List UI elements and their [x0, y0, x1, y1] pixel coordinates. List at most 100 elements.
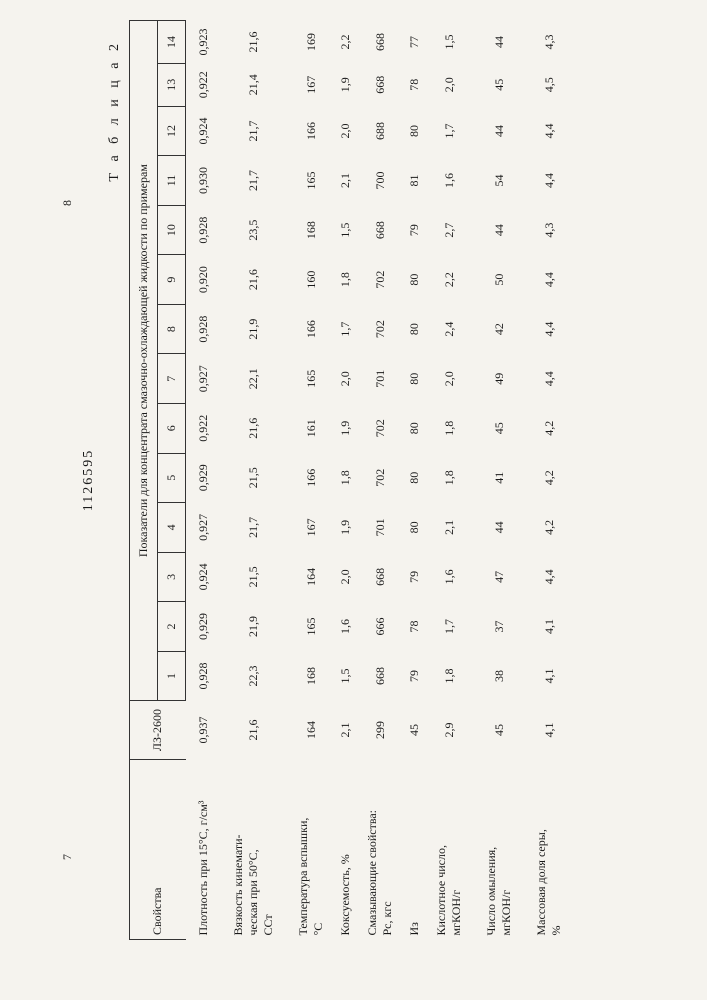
cell-value: 2,0 [336, 354, 355, 404]
cell-value: 80 [405, 106, 424, 156]
cell-lz: 0,937 [186, 701, 222, 760]
cell-value: 2,2 [336, 21, 355, 64]
cell-value: 4,2 [524, 503, 574, 553]
cell-value: 4,4 [524, 255, 574, 305]
cell-value: 77 [405, 21, 424, 64]
cell-value: 45 [474, 63, 524, 106]
col-header-example-3: 3 [158, 552, 186, 602]
cell-value: 47 [474, 552, 524, 602]
cell-value: 81 [405, 156, 424, 206]
cell-value: 165 [286, 354, 336, 404]
col-header-example-5: 5 [158, 453, 186, 503]
property-label: Кислотное число,мгКОН/г [424, 759, 474, 939]
property-label: Температура вспышки,°С [286, 759, 336, 939]
cell-value: 165 [286, 602, 336, 652]
cell-value: 1,5 [336, 651, 355, 701]
cell-value: 80 [405, 304, 424, 354]
cell-value: 21,9 [221, 602, 286, 652]
cell-lz: 164 [286, 701, 336, 760]
cell-value: 44 [474, 21, 524, 64]
cell-lz: 4,1 [524, 701, 574, 760]
cell-value: 80 [405, 354, 424, 404]
property-label: Смазывающие свойства:Pc, кгс [355, 759, 405, 939]
cell-lz: 299 [355, 701, 405, 760]
cell-value: 0,924 [186, 552, 222, 602]
cell-value: 21,5 [221, 552, 286, 602]
cell-value: 668 [355, 552, 405, 602]
cell-value: 160 [286, 255, 336, 305]
col-header-example-4: 4 [158, 503, 186, 553]
col-header-example-8: 8 [158, 304, 186, 354]
cell-value: 1,8 [424, 453, 474, 503]
property-label: Вязкость кинемати-ческая при 50°С,ССт [221, 759, 286, 939]
cell-value: 45 [474, 403, 524, 453]
cell-value: 166 [286, 106, 336, 156]
cell-value: 22,1 [221, 354, 286, 404]
col-header-property: Свойства [130, 759, 186, 939]
cell-value: 0,928 [186, 651, 222, 701]
cell-value: 165 [286, 156, 336, 206]
property-label: Плотность при 15°С, г/см³ [186, 759, 222, 939]
property-label: Число омыления,мгКОН/г [474, 759, 524, 939]
col-header-examples: Показатели для концентрата смазочно-охла… [130, 21, 158, 701]
cell-value: 4,4 [524, 106, 574, 156]
cell-value: 1,8 [336, 453, 355, 503]
cell-value: 161 [286, 403, 336, 453]
cell-value: 1,9 [336, 63, 355, 106]
cell-value: 0,929 [186, 602, 222, 652]
cell-value: 42 [474, 304, 524, 354]
cell-value: 79 [405, 205, 424, 255]
property-label: Массовая доля серы,% [524, 759, 574, 939]
cell-value: 1,8 [336, 255, 355, 305]
cell-value: 21,7 [221, 503, 286, 553]
cell-value: 4,1 [524, 651, 574, 701]
col-header-example-6: 6 [158, 403, 186, 453]
cell-value: 668 [355, 21, 405, 64]
cell-value: 78 [405, 602, 424, 652]
cell-value: 0,928 [186, 205, 222, 255]
cell-value: 702 [355, 255, 405, 305]
page-number-right: 8 [60, 200, 75, 206]
properties-table: СвойстваЛЗ-2600Показатели для концентрат… [129, 20, 574, 940]
document-number: 1126595 [81, 20, 97, 940]
cell-value: 1,9 [336, 403, 355, 453]
cell-value: 41 [474, 453, 524, 503]
col-header-example-14: 14 [158, 21, 186, 64]
cell-value: 1,6 [424, 156, 474, 206]
cell-value: 2,0 [424, 63, 474, 106]
page-numbers: 7 8 [60, 20, 75, 940]
cell-value: 21,6 [221, 21, 286, 64]
col-header-example-11: 11 [158, 156, 186, 206]
cell-value: 1,9 [336, 503, 355, 553]
cell-value: 2,7 [424, 205, 474, 255]
cell-value: 4,3 [524, 21, 574, 64]
cell-value: 167 [286, 503, 336, 553]
cell-lz: 45 [405, 701, 424, 760]
cell-lz: 21,6 [221, 701, 286, 760]
cell-value: 78 [405, 63, 424, 106]
cell-value: 0,924 [186, 106, 222, 156]
cell-value: 80 [405, 453, 424, 503]
cell-value: 668 [355, 63, 405, 106]
cell-value: 79 [405, 552, 424, 602]
cell-value: 49 [474, 354, 524, 404]
cell-value: 21,5 [221, 453, 286, 503]
cell-value: 702 [355, 403, 405, 453]
cell-value: 668 [355, 205, 405, 255]
cell-value: 166 [286, 304, 336, 354]
cell-value: 168 [286, 651, 336, 701]
property-label: Коксуемость, % [336, 759, 355, 939]
cell-value: 668 [355, 651, 405, 701]
cell-value: 2,0 [336, 552, 355, 602]
cell-value: 702 [355, 304, 405, 354]
cell-value: 44 [474, 106, 524, 156]
cell-value: 1,5 [336, 205, 355, 255]
cell-value: 0,923 [186, 21, 222, 64]
cell-value: 666 [355, 602, 405, 652]
cell-value: 21,7 [221, 156, 286, 206]
cell-value: 4,4 [524, 354, 574, 404]
cell-value: 4,2 [524, 403, 574, 453]
cell-value: 166 [286, 453, 336, 503]
cell-value: 164 [286, 552, 336, 602]
col-header-example-13: 13 [158, 63, 186, 106]
